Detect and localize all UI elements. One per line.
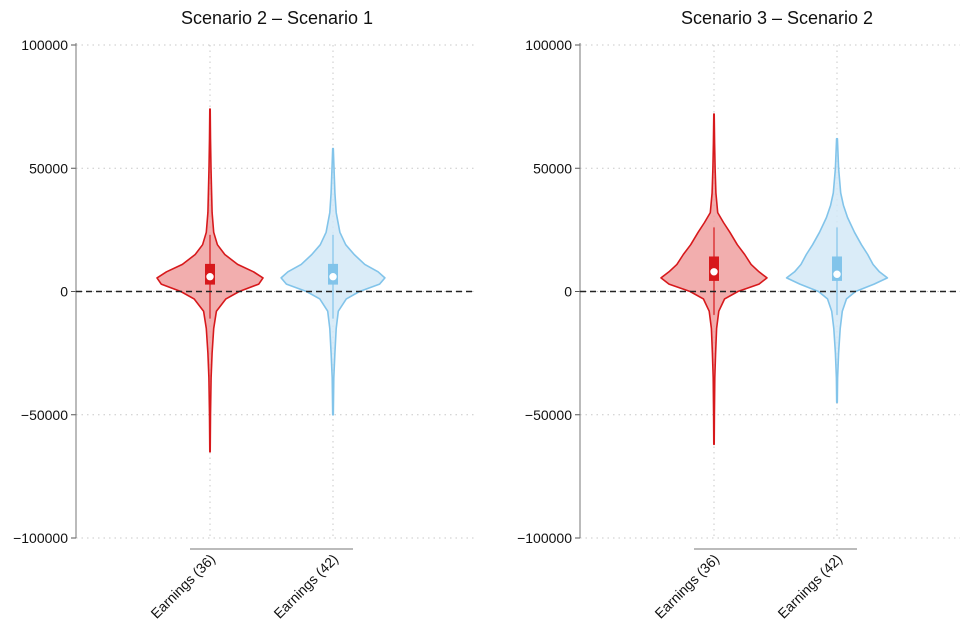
violin-median-marker <box>329 273 337 281</box>
x-category-label: Earnings (42) <box>270 551 341 622</box>
violin-median-marker <box>710 268 718 276</box>
y-tick-label: −50000 <box>525 407 572 423</box>
x-category-label: Earnings (36) <box>147 551 218 622</box>
violin-median-marker <box>206 273 214 281</box>
y-tick-label: 100000 <box>21 37 68 53</box>
violin-2 <box>785 137 889 404</box>
y-tick-label: −100000 <box>13 530 68 546</box>
y-tick-label: 0 <box>60 284 68 300</box>
x-category-label: Earnings (42) <box>774 551 845 622</box>
violin-median-marker <box>833 270 841 278</box>
violin-2 <box>280 147 386 416</box>
violin-iqr-box <box>832 256 842 281</box>
y-tick-label: −50000 <box>21 407 68 423</box>
y-tick-label: 100000 <box>525 37 572 53</box>
panel-title: Scenario 3 – Scenario 2 <box>681 8 873 28</box>
panel-title: Scenario 2 – Scenario 1 <box>181 8 373 28</box>
y-tick-label: 50000 <box>29 160 68 176</box>
y-tick-label: −100000 <box>517 530 572 546</box>
panel-2: Scenario 3 – Scenario 2 100000 50000 0 −5000… <box>517 8 960 622</box>
x-category-label: Earnings (36) <box>651 551 722 622</box>
y-tick-label: 0 <box>564 284 572 300</box>
violin-1 <box>156 108 264 453</box>
violin-1 <box>660 113 768 446</box>
panel-1: Scenario 2 – Scenario 1 100000 50000 0 −5000… <box>13 8 476 622</box>
y-tick-label: 50000 <box>533 160 572 176</box>
